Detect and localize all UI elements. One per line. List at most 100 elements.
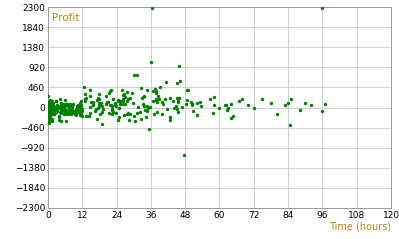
Point: [95, 106, 101, 110]
Point: [147, 105, 154, 109]
Point: [45, 117, 51, 121]
Point: [46, 119, 52, 123]
Point: [211, 95, 217, 98]
Point: [45, 112, 52, 116]
Point: [49, 102, 55, 106]
Point: [46, 104, 53, 108]
Point: [121, 113, 128, 117]
Point: [45, 112, 51, 116]
Point: [50, 104, 56, 108]
Point: [76, 109, 82, 113]
Point: [65, 105, 72, 109]
Point: [45, 106, 52, 110]
Point: [116, 115, 122, 119]
Point: [225, 107, 231, 110]
Point: [69, 103, 75, 107]
Point: [174, 96, 180, 100]
Point: [223, 103, 229, 107]
Point: [140, 95, 146, 99]
Point: [46, 105, 52, 109]
Point: [167, 96, 174, 100]
Point: [144, 88, 151, 92]
Point: [112, 101, 118, 105]
Point: [96, 104, 102, 108]
Point: [73, 108, 79, 111]
Point: [176, 64, 183, 68]
Point: [47, 113, 53, 117]
Point: [46, 110, 52, 114]
Point: [47, 114, 53, 118]
Point: [155, 94, 161, 98]
Point: [61, 102, 68, 106]
Point: [45, 110, 51, 114]
Point: [190, 109, 196, 113]
Point: [162, 80, 169, 84]
Point: [48, 112, 55, 116]
Point: [78, 109, 84, 113]
Point: [142, 108, 148, 112]
Point: [81, 97, 88, 101]
Point: [103, 102, 110, 106]
Point: [48, 112, 54, 116]
Point: [61, 111, 68, 115]
Point: [45, 109, 52, 113]
Point: [124, 97, 131, 101]
Point: [61, 112, 68, 116]
Point: [259, 97, 265, 101]
Point: [83, 96, 89, 100]
Point: [150, 90, 156, 93]
Point: [46, 106, 52, 110]
Point: [47, 103, 53, 107]
Point: [75, 103, 81, 107]
Point: [47, 108, 53, 112]
Point: [66, 111, 72, 115]
Point: [87, 105, 93, 109]
Point: [45, 118, 51, 122]
Point: [273, 112, 280, 116]
Point: [65, 104, 71, 108]
Point: [180, 153, 187, 157]
Point: [117, 102, 124, 106]
Point: [211, 103, 218, 107]
Point: [47, 107, 54, 110]
Point: [109, 108, 116, 111]
Point: [153, 97, 160, 101]
Point: [46, 110, 52, 114]
Point: [65, 109, 72, 112]
Point: [45, 107, 51, 110]
Point: [76, 107, 83, 111]
Point: [141, 104, 147, 108]
Point: [45, 107, 51, 111]
Point: [68, 111, 75, 114]
Point: [45, 109, 52, 113]
Point: [47, 106, 53, 110]
Point: [117, 99, 123, 103]
Point: [47, 107, 53, 110]
Point: [45, 100, 51, 104]
Point: [45, 103, 51, 106]
Point: [56, 115, 62, 119]
Point: [70, 102, 76, 106]
Point: [48, 106, 55, 110]
Point: [47, 105, 53, 109]
Point: [46, 102, 52, 105]
Point: [47, 117, 53, 121]
Point: [207, 97, 213, 101]
Point: [57, 101, 64, 105]
Point: [308, 103, 314, 107]
Point: [179, 106, 185, 109]
Point: [184, 98, 190, 102]
Point: [90, 103, 96, 107]
Point: [46, 116, 52, 120]
Point: [66, 108, 73, 112]
Point: [45, 116, 51, 120]
Point: [149, 6, 156, 10]
Point: [103, 94, 109, 98]
Point: [53, 105, 59, 109]
Point: [45, 104, 51, 108]
Point: [47, 108, 53, 112]
Point: [61, 103, 68, 107]
Point: [45, 109, 52, 113]
Point: [45, 116, 51, 120]
Point: [45, 114, 52, 118]
